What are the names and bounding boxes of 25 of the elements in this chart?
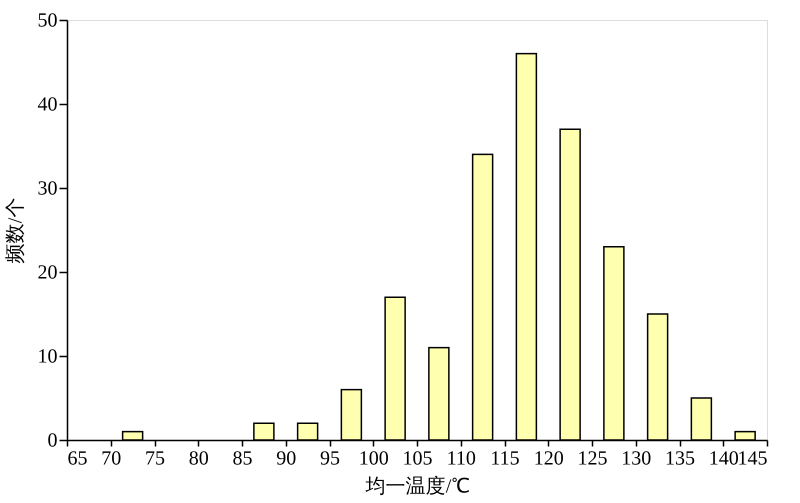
x-tick-label: 75 [145,448,165,470]
x-axis-title: 均一温度/℃ [364,476,470,498]
x-tick-label: 110 [446,448,476,470]
x-tick-label: 125 [578,448,608,470]
x-tick-label: 80 [188,448,209,470]
x-tick-label: 70 [101,448,122,470]
x-tick-label: 90 [276,448,296,470]
x-tick-label: 120 [534,448,564,470]
y-tick-label: 20 [38,262,58,284]
x-tick-label: 135 [665,448,695,470]
y-tick-label: 0 [48,430,58,452]
x-tick-label: 85 [232,448,252,470]
y-axis-title: 频数/个 [4,198,26,264]
x-tick-label: 105 [402,448,432,470]
x-tick-label: 140 [708,448,739,470]
y-tick-label: 50 [38,10,58,32]
y-tick-label: 40 [38,94,58,116]
x-tick-label: 65 [68,448,88,470]
x-tick-label: 95 [320,448,340,470]
x-tick-label: 145 [738,448,768,470]
x-tick-label: 100 [358,448,389,470]
x-tick-label: 115 [490,448,520,470]
y-tick-label: 10 [38,346,58,368]
y-tick-label: 30 [38,178,58,200]
x-tick-label: 130 [621,448,652,470]
